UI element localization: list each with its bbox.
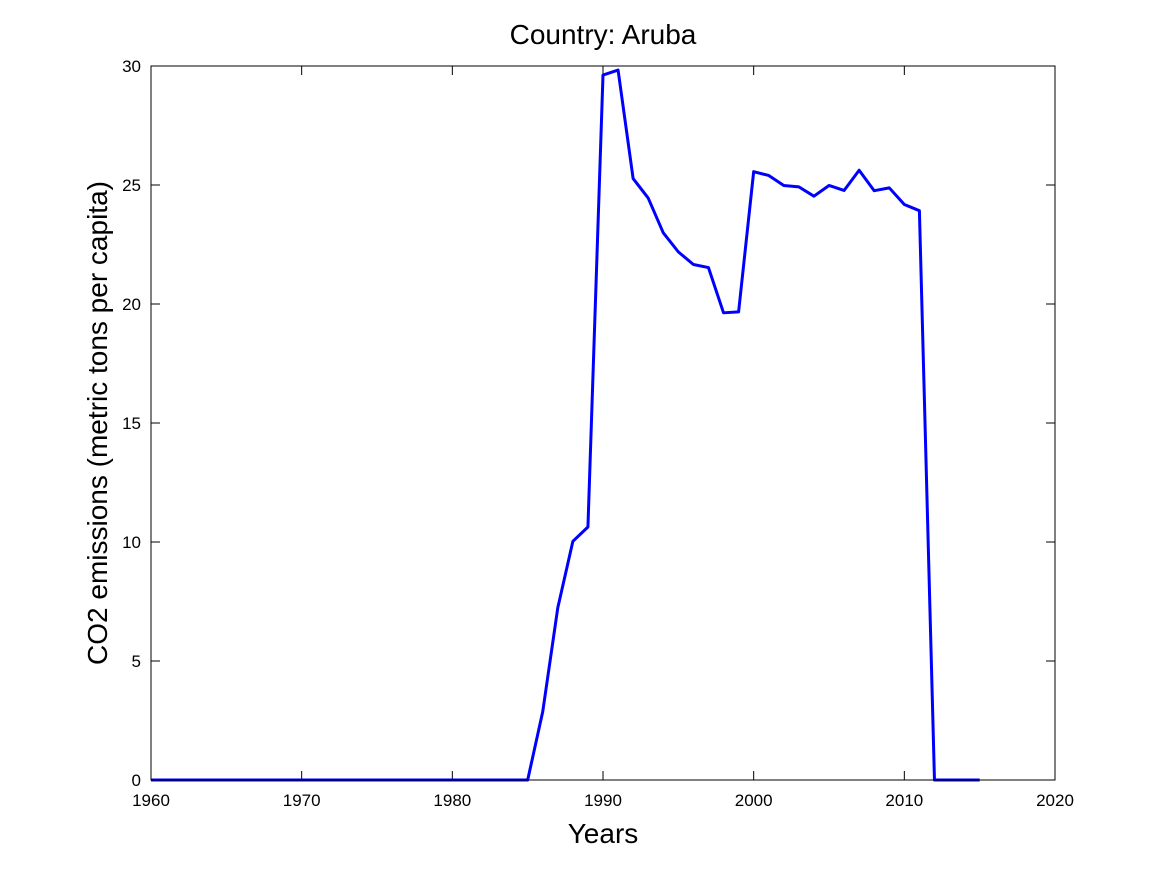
- y-tick-label: 25: [122, 176, 141, 195]
- y-axis-title: CO2 emissions (metric tons per capita): [82, 181, 113, 665]
- x-tick-label: 2020: [1036, 791, 1074, 810]
- x-axis-title: Years: [568, 818, 639, 849]
- x-tick-label: 2010: [885, 791, 923, 810]
- chart-title: Country: Aruba: [510, 19, 697, 50]
- y-tick-label: 20: [122, 295, 141, 314]
- plot-background: [151, 66, 1055, 780]
- y-tick-label: 0: [132, 771, 141, 790]
- y-tick-label: 5: [132, 652, 141, 671]
- y-tick-label: 15: [122, 414, 141, 433]
- y-tick-label: 30: [122, 57, 141, 76]
- x-tick-label: 1970: [283, 791, 321, 810]
- plot-frame: [150, 65, 1056, 781]
- x-tick-label: 1980: [433, 791, 471, 810]
- y-tick-label: 10: [122, 533, 141, 552]
- x-tick-label: 2000: [735, 791, 773, 810]
- x-tick-label: 1960: [132, 791, 170, 810]
- x-tick-label: 1990: [584, 791, 622, 810]
